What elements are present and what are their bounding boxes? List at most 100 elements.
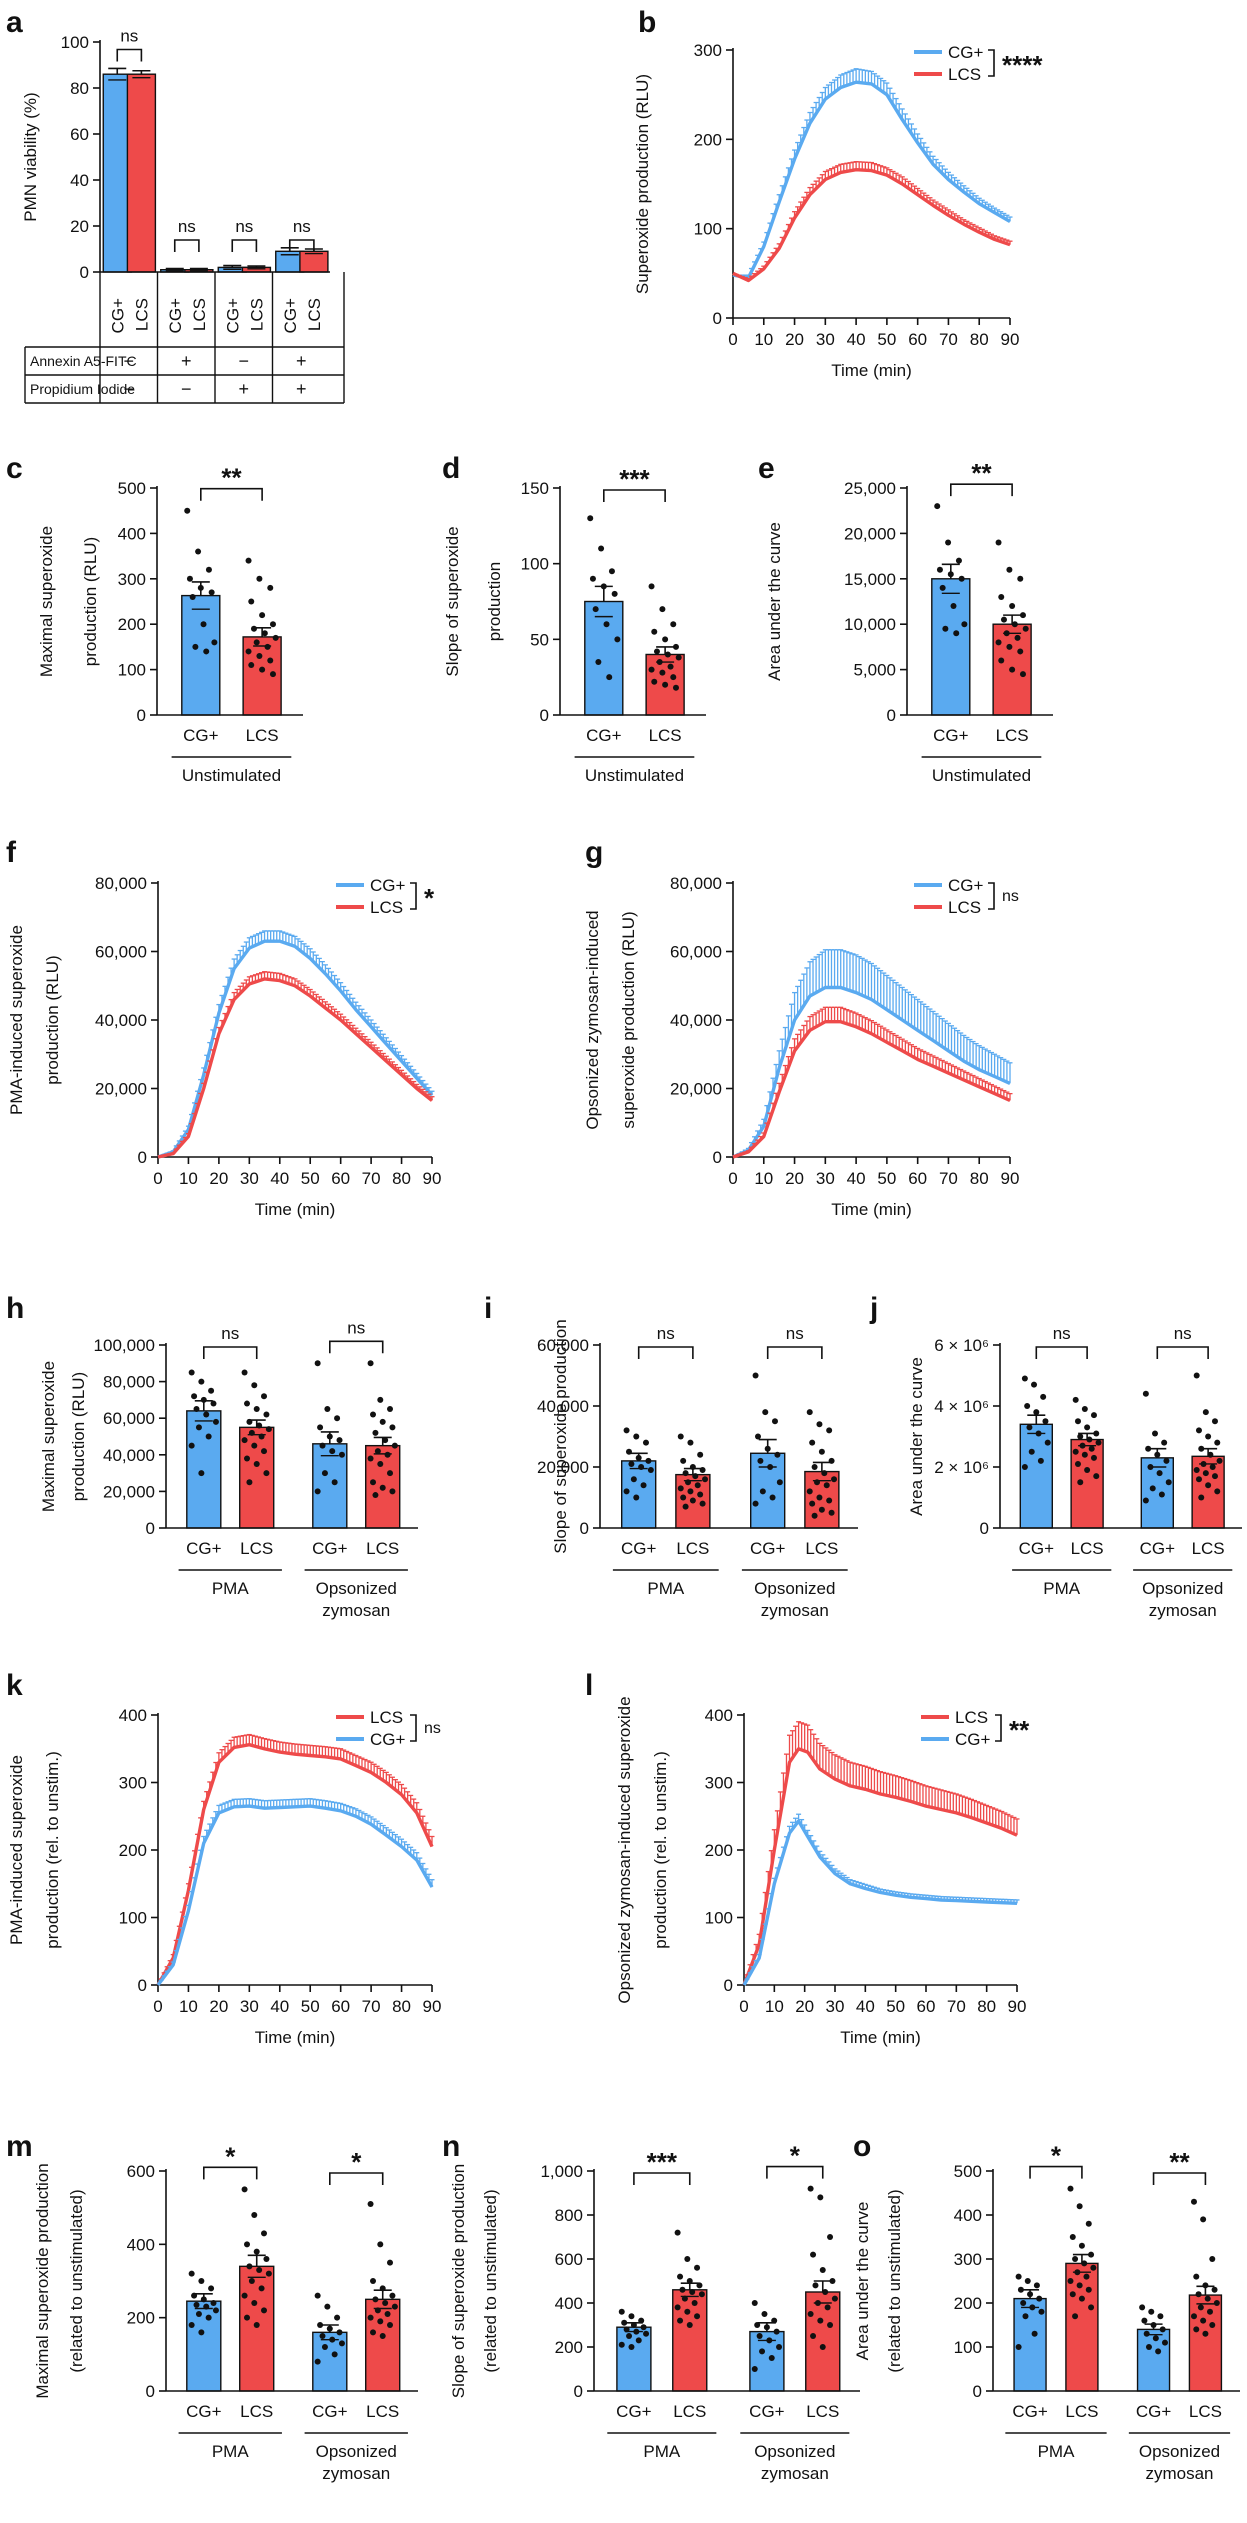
data-point (1042, 1418, 1049, 1425)
data-point (684, 2256, 691, 2262)
data-point (677, 1433, 684, 1440)
x-tick-label: 80 (970, 1169, 989, 1188)
data-point (317, 2322, 324, 2328)
data-point (248, 662, 255, 669)
y-tick-label: 20,000 (95, 1080, 147, 1099)
data-point (389, 1488, 396, 1495)
data-point (1163, 1457, 1170, 1464)
y-tick-label: 150 (521, 479, 549, 498)
data-point (331, 1479, 338, 1486)
data-point (253, 2322, 260, 2328)
significance-label: ** (221, 463, 242, 493)
data-point (752, 1500, 759, 1507)
legend-significance: * (424, 883, 435, 913)
data-point (934, 503, 941, 510)
data-point (1088, 2251, 1095, 2258)
data-point (391, 1442, 398, 1449)
data-point (697, 1491, 704, 1498)
y-axis-title: Opsonized zymosan-induced (583, 910, 602, 1129)
data-point (623, 2326, 630, 2333)
data-point (677, 2273, 684, 2280)
y-tick-label: 80,000 (95, 874, 147, 893)
panel-letter: d (442, 452, 460, 485)
data-point (589, 575, 596, 582)
significance-bracket (766, 2165, 824, 2179)
y-tick-label: 0 (80, 263, 89, 282)
data-point (241, 1369, 248, 1376)
y-tick-label: 100 (705, 1909, 733, 1928)
series-lcs (156, 1733, 435, 1986)
x-category-label: LCS (247, 298, 266, 331)
data-point (1090, 1412, 1097, 1419)
panel-d: d 0 50 100 150 Slope of superoxide production C… (442, 452, 706, 785)
data-point (314, 1488, 321, 1495)
y-tick-label: 0 (138, 1148, 147, 1167)
data-point (939, 584, 946, 591)
data-point (1095, 1439, 1102, 1446)
y-tick-label: 100 (521, 555, 549, 574)
group-label: PMA (1038, 2442, 1076, 2461)
x-category-label: LCS (805, 1539, 838, 1558)
data-point (370, 2278, 377, 2284)
data-point (687, 1488, 694, 1495)
y-tick-label: 40,000 (670, 1011, 722, 1030)
x-tick-label: 70 (939, 330, 958, 349)
data-point (633, 1433, 640, 1440)
data-point (1029, 2304, 1036, 2311)
data-point (1150, 2322, 1157, 2328)
data-point (261, 630, 268, 637)
group-label: Unstimulated (182, 766, 281, 785)
data-point (647, 1467, 654, 1474)
x-tick-label: 20 (785, 1169, 804, 1188)
data-point (640, 2324, 647, 2331)
legend-label: LCS (948, 898, 981, 917)
y-tick-label: 40 (70, 171, 89, 190)
data-point (382, 1437, 389, 1444)
data-point (1143, 2330, 1150, 2337)
y-tick-label: 100 (61, 33, 89, 52)
data-point (259, 612, 266, 619)
x-tick-label: 70 (947, 1997, 966, 2016)
y-tick-label: 0 (540, 706, 549, 725)
panel-c: c 0 100 200 300 400 500 Maximal superoxide produ… (6, 452, 303, 785)
y-axis-title: Slope of superoxide production (449, 2164, 468, 2398)
data-point (251, 2212, 258, 2218)
group-label: zymosan (1149, 1601, 1217, 1620)
data-point (1158, 1491, 1165, 1498)
data-point (1165, 1479, 1172, 1486)
y-tick-label: 100,000 (94, 1336, 155, 1355)
group-label: zymosan (1145, 2464, 1213, 2483)
y-axis-title: (related to unstimulated) (885, 2189, 904, 2372)
data-point (817, 2194, 824, 2201)
data-point (643, 2330, 650, 2337)
series-line-lcs (742, 1747, 1018, 1986)
data-point (1014, 634, 1021, 641)
x-tick-label: 40 (856, 1997, 875, 2016)
data-point (603, 621, 610, 628)
y-axis-title: production (RLU) (81, 537, 100, 666)
data-point (197, 584, 204, 591)
legend-significance: ns (1002, 888, 1019, 905)
x-tick-label: 50 (301, 1997, 320, 2016)
data-point (203, 648, 210, 655)
significance-bracket (766, 1346, 823, 1359)
x-category-label: CG+ (1012, 2402, 1048, 2421)
data-point (761, 2311, 768, 2317)
y-tick-label: 100 (954, 2338, 982, 2357)
series-lcs (732, 161, 1013, 283)
data-point (1145, 2344, 1152, 2350)
data-point (1093, 1473, 1100, 1480)
y-tick-label: 300 (705, 1774, 733, 1793)
y-tick-label: 2 × 10⁶ (934, 1458, 989, 1477)
legend: CG+ LCS * (336, 876, 435, 917)
data-point (1209, 2256, 1216, 2262)
data-point (628, 2313, 635, 2320)
y-axis-title: Maximal superoxide (37, 526, 56, 677)
data-point (212, 1418, 219, 1425)
data-point (188, 2322, 195, 2328)
legend: CG+ LCS ns (914, 876, 1019, 917)
data-point (828, 1509, 835, 1516)
data-point (244, 2314, 251, 2321)
y-tick-label: 20,000 (670, 1080, 722, 1099)
x-category-label: CG+ (312, 1539, 348, 1558)
